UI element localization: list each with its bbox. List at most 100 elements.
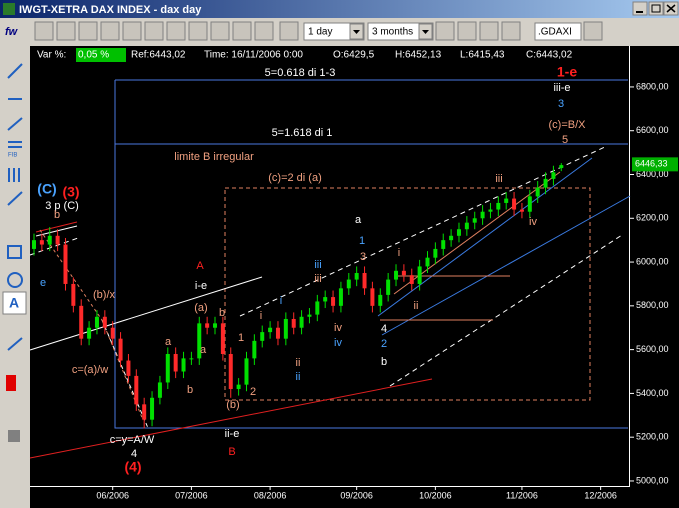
candle-body <box>338 288 343 306</box>
annotation: (3) <box>62 184 79 200</box>
maximize-button[interactable] <box>648 1 664 16</box>
candle-body <box>244 358 249 385</box>
annotation: (C) <box>37 181 56 197</box>
annotation: i <box>398 247 400 259</box>
candle-body <box>354 273 359 280</box>
x-tick-label: 11/2006 <box>506 490 538 500</box>
annotation: (c)=B/X <box>549 119 587 131</box>
ref: Ref:6443,02 <box>131 50 186 61</box>
candle-body <box>150 397 155 420</box>
candle-body <box>417 266 422 284</box>
interval-select[interactable] <box>303 22 365 41</box>
x-tick-label: 12/2006 <box>584 490 617 500</box>
annotation: iii <box>314 259 321 271</box>
candle-body <box>236 384 241 390</box>
annotation: (b)/x <box>93 289 116 301</box>
candle-body <box>165 354 170 383</box>
annotation: iv <box>334 322 342 334</box>
candle-body <box>425 257 430 267</box>
candle-body <box>331 297 336 306</box>
y-tick-label: 5800,00 <box>636 300 669 310</box>
candle-body <box>401 270 406 276</box>
fib-label: FIB <box>8 153 17 159</box>
annotation: iv <box>529 216 537 228</box>
candle-body <box>480 211 485 219</box>
last-price-label: 6446,33 <box>635 159 668 169</box>
app-icon <box>3 3 15 15</box>
symbol-input[interactable] <box>534 22 582 41</box>
candle-body <box>126 360 131 376</box>
title-bar <box>0 0 679 18</box>
text-tool[interactable] <box>2 291 27 315</box>
interval-value: 1 day <box>308 27 332 38</box>
chart-area <box>30 46 679 508</box>
symbol-value: .GDAXI <box>538 27 572 38</box>
annotation: a <box>355 214 362 226</box>
x-tick-label: 09/2006 <box>340 490 373 500</box>
tool-icons <box>34 21 603 41</box>
candle-body <box>299 316 304 328</box>
candle-body <box>456 229 461 236</box>
candle-body <box>181 358 186 372</box>
annotation: 2 <box>381 338 387 350</box>
annotation: ii-e <box>225 428 240 440</box>
candle-body <box>87 327 92 339</box>
annotation: iii-e <box>553 82 570 94</box>
annotation: 4 <box>131 448 137 460</box>
delete-tool[interactable] <box>8 430 20 442</box>
annotation: 5=0.618 di 1-3 <box>265 67 336 79</box>
candle-body <box>512 198 517 210</box>
annotation: A <box>196 260 204 272</box>
candle-body <box>362 273 367 289</box>
x-tick-label: 08/2006 <box>254 490 287 500</box>
svg-text:A: A <box>9 295 19 311</box>
candle-body <box>157 382 162 398</box>
annotation: e <box>40 277 46 289</box>
candle-body <box>205 323 210 328</box>
candle-body <box>39 240 44 245</box>
candle-body <box>315 301 320 315</box>
annotation: iii <box>314 273 321 285</box>
candle-body <box>464 222 469 230</box>
candle-body <box>441 240 446 249</box>
x-tick-label: 07/2006 <box>175 490 208 500</box>
annotation: 3 <box>558 98 564 110</box>
annotation: 1-e <box>557 64 577 80</box>
annotation: 3 <box>360 251 366 263</box>
candle-body <box>189 358 194 360</box>
time: Time: 16/11/2006 0:00 <box>204 50 303 61</box>
y-tick-label: 5600,00 <box>636 344 669 354</box>
annotation: (b) <box>226 399 239 411</box>
candle-body <box>228 354 233 390</box>
annotation: b <box>219 307 225 319</box>
annotation: 3 p (C) <box>45 200 79 212</box>
minimize-button[interactable] <box>632 1 648 16</box>
annotation: 2 <box>250 386 256 398</box>
annotation: 1 <box>238 332 244 344</box>
annotation: a <box>165 336 172 348</box>
annotation: a <box>200 344 207 356</box>
annotation: i-e <box>195 280 207 292</box>
candle-body <box>543 178 548 188</box>
candle-body <box>197 323 202 359</box>
candle-body <box>346 279 351 289</box>
candle-body <box>394 270 399 280</box>
annotation: (4) <box>124 459 141 475</box>
window-title: IWGT-XETRA DAX INDEX - dax day <box>19 4 202 16</box>
annotation: (c)=2 di (a) <box>268 172 322 184</box>
var-value: 0,05 % <box>78 50 109 61</box>
var-label: Var %: <box>37 50 66 61</box>
y-tick-label: 6600,00 <box>636 125 669 135</box>
color-tool[interactable] <box>6 375 16 391</box>
candle-body <box>102 316 107 328</box>
open: O:6429,5 <box>333 50 375 61</box>
side-icons <box>7 63 23 351</box>
candle-body <box>118 338 123 361</box>
range-select[interactable] <box>367 22 434 41</box>
candle-body <box>275 327 280 339</box>
candle-body <box>535 187 540 197</box>
y-tick-label: 6200,00 <box>636 213 669 223</box>
annotation: ii <box>414 300 419 312</box>
annotation: 1 <box>359 235 365 247</box>
